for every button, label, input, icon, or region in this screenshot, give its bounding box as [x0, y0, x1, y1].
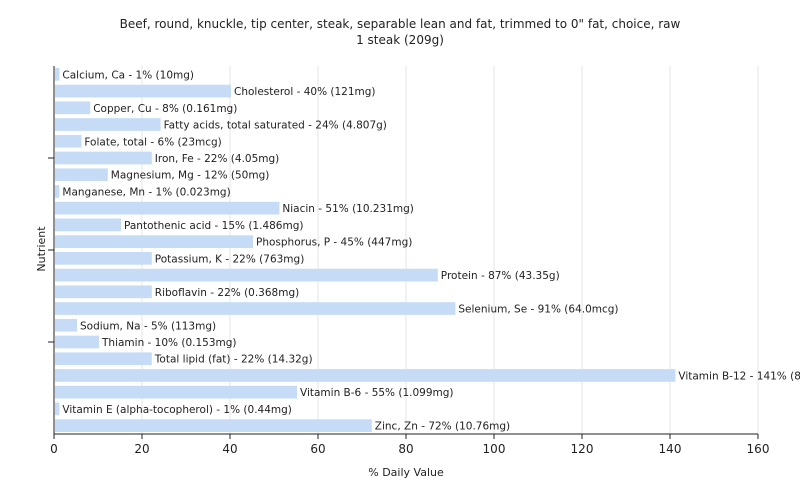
bar: [55, 134, 82, 148]
bar-label: Magnesium, Mg - 12% (50mg): [111, 170, 270, 182]
bar: [55, 252, 152, 265]
bar: [55, 168, 108, 182]
bar-label: Zinc, Zn - 72% (10.76mg): [375, 421, 510, 433]
bar-label: Sodium, Na - 5% (113mg): [80, 320, 216, 332]
bar: [55, 201, 280, 215]
bar: [55, 285, 152, 299]
x-tick-label: 100: [483, 442, 506, 456]
x-tick-label: 160: [747, 442, 770, 456]
bar: [55, 118, 161, 131]
bar-label: Protein - 87% (43.35g): [441, 270, 560, 282]
bar-label: Vitamin B-6 - 55% (1.099mg): [300, 387, 454, 399]
bar: [55, 302, 456, 315]
bar-label: Calcium, Ca - 1% (10mg): [62, 69, 194, 81]
chart-title: Beef, round, knuckle, tip center, steak,…: [119, 17, 681, 31]
bar-label: Vitamin E (alpha-tocopherol) - 1% (0.44m…: [62, 404, 292, 416]
bar: [55, 369, 676, 382]
bar: [55, 218, 121, 232]
bar: [55, 151, 152, 165]
x-tick-label: 0: [50, 442, 58, 456]
bar: [55, 318, 77, 332]
bar-label: Potassium, K - 22% (763mg): [155, 253, 305, 265]
bar-label: Manganese, Mn - 1% (0.023mg): [62, 186, 230, 198]
bar-label: Thiamin - 10% (0.153mg): [101, 337, 237, 349]
bar: [55, 101, 91, 115]
y-axis-label: Nutrient: [35, 226, 48, 272]
x-tick-label: 80: [398, 442, 413, 456]
x-ticks: 0 20 40 60 80 100 120 140 160: [50, 434, 769, 456]
x-tick-label: 20: [134, 442, 149, 456]
bar: [55, 185, 60, 198]
x-tick-label: 140: [659, 442, 682, 456]
bar-label: Folate, total - 6% (23mcg): [84, 136, 221, 148]
bar: [55, 84, 231, 98]
bar-label: Fatty acids, total saturated - 24% (4.80…: [164, 120, 387, 132]
bar: [55, 402, 60, 416]
bar-label: Phosphorus, P - 45% (447mg): [256, 237, 412, 249]
bar-label: Copper, Cu - 8% (0.161mg): [93, 103, 237, 115]
x-axis-label: % Daily Value: [368, 466, 444, 479]
bar-label: Niacin - 51% (10.231mg): [282, 203, 414, 215]
bar-label: Selenium, Se - 91% (64.0mcg): [458, 304, 618, 316]
bar: [55, 419, 372, 432]
bar: [55, 352, 152, 366]
x-tick-label: 120: [571, 442, 594, 456]
bars: Calcium, Ca - 1% (10mg) Cholesterol - 40%…: [55, 68, 800, 433]
x-tick-label: 40: [222, 442, 237, 456]
bar-label: Iron, Fe - 22% (4.05mg): [155, 153, 279, 165]
bar: [55, 235, 253, 248]
bar: [55, 335, 99, 349]
bar-label: Vitamin B-12 - 141% (8.44mcg): [678, 370, 800, 382]
bar: [55, 385, 297, 399]
bar-label: Pantothenic acid - 15% (1.486mg): [124, 220, 303, 232]
bar: [55, 268, 438, 282]
x-tick-label: 60: [310, 442, 325, 456]
bar-label: Riboflavin - 22% (0.368mg): [155, 287, 299, 299]
chart-subtitle: 1 steak (209g): [356, 33, 444, 47]
bar-label: Cholesterol - 40% (121mg): [234, 86, 376, 98]
bar: [55, 68, 60, 81]
bar-label: Total lipid (fat) - 22% (14.32g): [154, 354, 313, 366]
